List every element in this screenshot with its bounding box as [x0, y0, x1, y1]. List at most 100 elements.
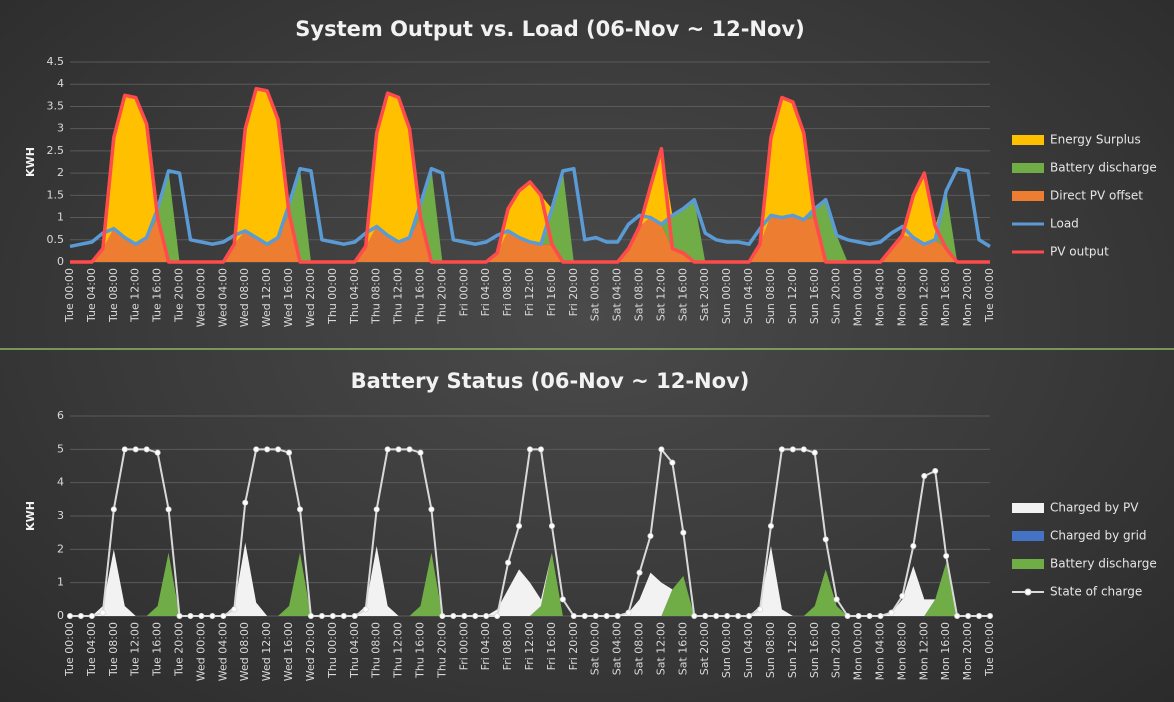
y-tick-label: 2	[57, 166, 64, 179]
x-tick-label: Sun 16:00	[808, 622, 821, 678]
marker	[67, 613, 74, 620]
x-tick-label: Fri 12:00	[523, 268, 536, 316]
marker	[625, 609, 632, 616]
x-tick-label: Wed 04:00	[216, 622, 229, 681]
marker	[614, 613, 621, 620]
y-tick-label: 4	[57, 476, 64, 489]
area	[70, 552, 990, 616]
marker	[307, 613, 314, 620]
marker	[132, 446, 139, 453]
y-tick-label: 2.5	[47, 144, 65, 157]
marker	[943, 553, 950, 560]
marker	[450, 613, 457, 620]
x-tick-label: Sun 04:00	[742, 268, 755, 324]
marker	[932, 467, 939, 474]
x-tick-label: Mon 20:00	[961, 622, 974, 680]
x-tick-label: Mon 16:00	[939, 268, 952, 326]
x-tick-label: Sat 08:00	[633, 268, 646, 321]
legend-label: Battery discharge	[1050, 161, 1157, 175]
x-tick-label: Tue 00:00	[63, 622, 76, 677]
marker	[724, 613, 731, 620]
x-tick-label: Wed 08:00	[238, 622, 251, 681]
marker	[253, 446, 260, 453]
marker	[603, 613, 610, 620]
marker	[384, 446, 391, 453]
x-tick-label: Thu 00:00	[326, 622, 339, 679]
y-axis-label: KWH	[24, 501, 37, 531]
legend-label: Charged by grid	[1050, 529, 1147, 543]
marker	[143, 446, 150, 453]
marker	[789, 446, 796, 453]
x-tick-label: Mon 08:00	[895, 268, 908, 326]
marker	[439, 613, 446, 620]
x-tick-label: Fri 08:00	[501, 268, 514, 316]
x-tick-label: Thu 20:00	[435, 622, 448, 679]
x-tick-label: Sun 12:00	[786, 622, 799, 678]
marker	[275, 446, 282, 453]
y-tick-label: 3.5	[47, 99, 65, 112]
x-tick-label: Tue 20:00	[173, 622, 186, 677]
marker	[516, 523, 523, 530]
x-tick-label: Wed 00:00	[194, 622, 207, 681]
marker	[822, 536, 829, 543]
x-tick-label: Wed 00:00	[194, 268, 207, 327]
x-tick-label: Thu 12:00	[392, 268, 405, 325]
marker	[658, 446, 665, 453]
marker	[778, 446, 785, 453]
x-tick-label: Sat 08:00	[633, 622, 646, 675]
marker	[899, 593, 906, 600]
marker	[811, 449, 818, 456]
marker	[570, 613, 577, 620]
x-tick-label: Tue 12:00	[129, 268, 142, 323]
y-tick-label: 1	[57, 211, 64, 224]
x-tick-label: Tue 16:00	[151, 622, 164, 677]
x-tick-label: Fri 08:00	[501, 622, 514, 670]
x-tick-label: Tue 00:00	[63, 268, 76, 323]
x-tick-label: Fri 00:00	[457, 622, 470, 670]
y-tick-label: 1	[57, 576, 64, 589]
x-tick-label: Thu 00:00	[326, 268, 339, 325]
x-tick-label: Sun 08:00	[764, 622, 777, 678]
marker	[286, 449, 293, 456]
marker	[417, 449, 424, 456]
marker	[296, 506, 303, 513]
x-tick-label: Fri 16:00	[545, 622, 558, 670]
marker	[88, 613, 95, 620]
legend-marker	[1024, 588, 1032, 596]
marker	[746, 613, 753, 620]
x-tick-label: Sun 20:00	[830, 622, 843, 678]
x-tick-label: Thu 16:00	[413, 268, 426, 325]
x-tick-label: Sat 04:00	[611, 268, 624, 321]
x-tick-label: Wed 16:00	[282, 268, 295, 327]
y-tick-label: 5	[57, 442, 64, 455]
marker	[647, 533, 654, 540]
x-tick-label: Tue 04:00	[85, 622, 98, 677]
x-tick-label: Sun 12:00	[786, 268, 799, 324]
marker	[713, 613, 720, 620]
y-axis-label: KWH	[24, 147, 37, 177]
x-tick-label: Fri 04:00	[479, 622, 492, 670]
marker	[965, 613, 972, 620]
x-tick-label: Tue 04:00	[85, 268, 98, 323]
y-tick-label: 6	[57, 409, 64, 422]
x-tick-label: Thu 16:00	[413, 622, 426, 679]
x-tick-label: Tue 12:00	[129, 622, 142, 677]
marker	[461, 613, 468, 620]
x-tick-label: Sun 00:00	[720, 268, 733, 324]
marker	[581, 613, 588, 620]
marker	[767, 523, 774, 530]
x-tick-label: Wed 08:00	[238, 268, 251, 327]
x-tick-label: Sun 08:00	[764, 268, 777, 324]
line	[70, 86, 990, 264]
marker	[976, 613, 983, 620]
legend-swatch	[1012, 163, 1044, 173]
x-tick-label: Fri 16:00	[545, 268, 558, 316]
x-tick-label: Sat 20:00	[698, 622, 711, 675]
x-tick-label: Thu 04:00	[348, 622, 361, 679]
x-tick-label: Mon 00:00	[852, 622, 865, 680]
legend-swatch	[1012, 559, 1044, 569]
x-tick-label: Thu 04:00	[348, 268, 361, 325]
x-tick-label: Sun 04:00	[742, 622, 755, 678]
x-tick-label: Sat 12:00	[654, 622, 667, 675]
x-tick-label: Wed 20:00	[304, 622, 317, 681]
